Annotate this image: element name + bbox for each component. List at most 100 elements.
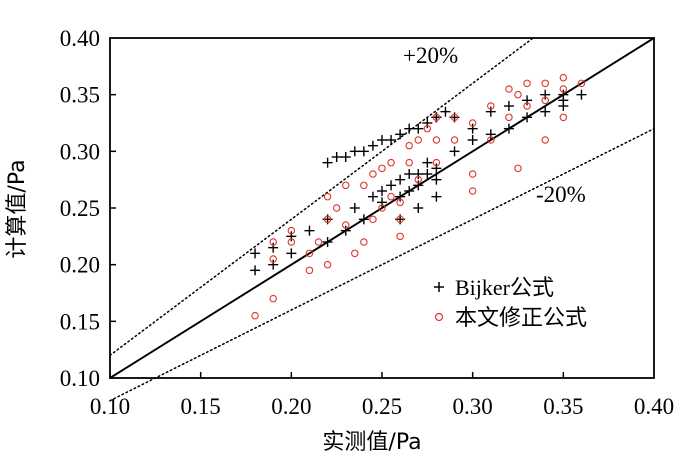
point-revised [505,85,513,93]
point-revised [369,215,377,224]
point-bijker [503,101,514,111]
point-bijker [540,106,551,117]
point-revised [468,170,477,178]
point-revised [369,170,377,178]
point-revised [405,141,413,150]
point-bijker [367,140,378,151]
point-bijker [340,225,351,236]
minus20-label: -20% [536,182,586,207]
y-tick-label: 0.30 [60,139,100,164]
y-tick-label: 0.10 [60,366,100,391]
point-bijker [322,157,333,168]
point-bijker [422,169,433,179]
point-revised [396,215,404,224]
point-bijker [431,191,442,202]
point-bijker [522,112,533,123]
legend-label-revised: 本文修正公式 [455,305,587,330]
point-revised [559,73,568,82]
point-bijker [485,129,496,140]
y-tick-label: 0.40 [60,26,100,51]
point-bijker [349,203,360,213]
point-revised [387,192,395,201]
point-bijker [395,129,406,140]
point-revised [251,311,259,320]
point-bijker [386,180,397,191]
point-revised [541,79,549,88]
point-bijker [286,248,297,259]
y-axis-title: 计算值/Pa [5,159,30,258]
legend-label-bijker: Bijker公式 [455,275,554,300]
point-revised [305,266,314,275]
point-bijker [576,89,587,100]
point-revised [514,164,522,173]
point-revised [360,238,368,246]
point-bijker [304,225,315,236]
x-tick-label: 0.40 [634,394,674,419]
point-revised [332,204,341,212]
point-bijker [422,118,433,128]
point-revised [323,260,332,269]
point-revised [323,215,332,224]
point-bijker [377,135,387,145]
point-revised [305,249,314,258]
point-bijker [395,191,406,202]
point-revised [468,119,477,127]
point-bijker [558,89,569,100]
point-revised [514,90,522,99]
point-bijker [268,259,279,270]
point-revised [523,102,531,110]
point-bijker [467,135,478,145]
x-tick-label: 0.15 [181,394,221,419]
point-revised [351,249,359,258]
point-bijker [413,169,424,179]
reference-line [109,37,534,357]
point-bijker [404,186,415,196]
point-bijker [503,123,514,134]
point-bijker [377,197,387,208]
point-bijker [349,146,360,157]
point-bijker [250,265,261,276]
point-revised [323,192,332,201]
y-axis-ticks: 0.10 0.15 0.20 0.25 0.30 0.35 0.40 [60,26,116,391]
point-bijker [358,146,369,157]
point-bijker [540,89,551,100]
point-bijker [322,237,333,247]
point-bijker [422,157,433,168]
point-bijker [377,186,387,196]
point-revised [414,175,423,184]
y-tick-label: 0.15 [60,309,100,334]
point-bijker [522,95,533,106]
point-bijker [404,169,415,179]
legend-marker-bijker [434,282,444,292]
point-bijker [250,248,261,259]
point-revised [523,79,531,88]
point-revised [341,221,350,229]
point-revised [269,238,277,246]
point-bijker [431,174,442,185]
point-revised [541,96,549,105]
legend-marker-revised [434,312,444,322]
point-revised [396,232,404,241]
point-bijker [268,242,279,253]
point-bijker [467,123,478,134]
point-revised [432,158,441,167]
point-bijker [440,106,451,117]
x-tick-label: 0.10 [90,394,130,419]
point-revised [405,158,413,167]
point-revised [341,181,350,190]
point-revised [505,113,513,122]
point-revised [487,136,495,144]
point-revised [269,294,277,303]
x-tick-label: 0.20 [271,394,311,419]
point-bijker [340,152,351,162]
point-revised [559,113,568,122]
x-tick-label: 0.25 [362,394,402,419]
point-bijker [367,191,378,202]
y-tick-label: 0.25 [60,196,100,221]
x-axis-title: 实测值/Pa [322,430,421,455]
point-bijker [413,203,424,213]
point-bijker [358,214,369,225]
point-revised [396,198,404,207]
point-bijker [404,123,415,134]
